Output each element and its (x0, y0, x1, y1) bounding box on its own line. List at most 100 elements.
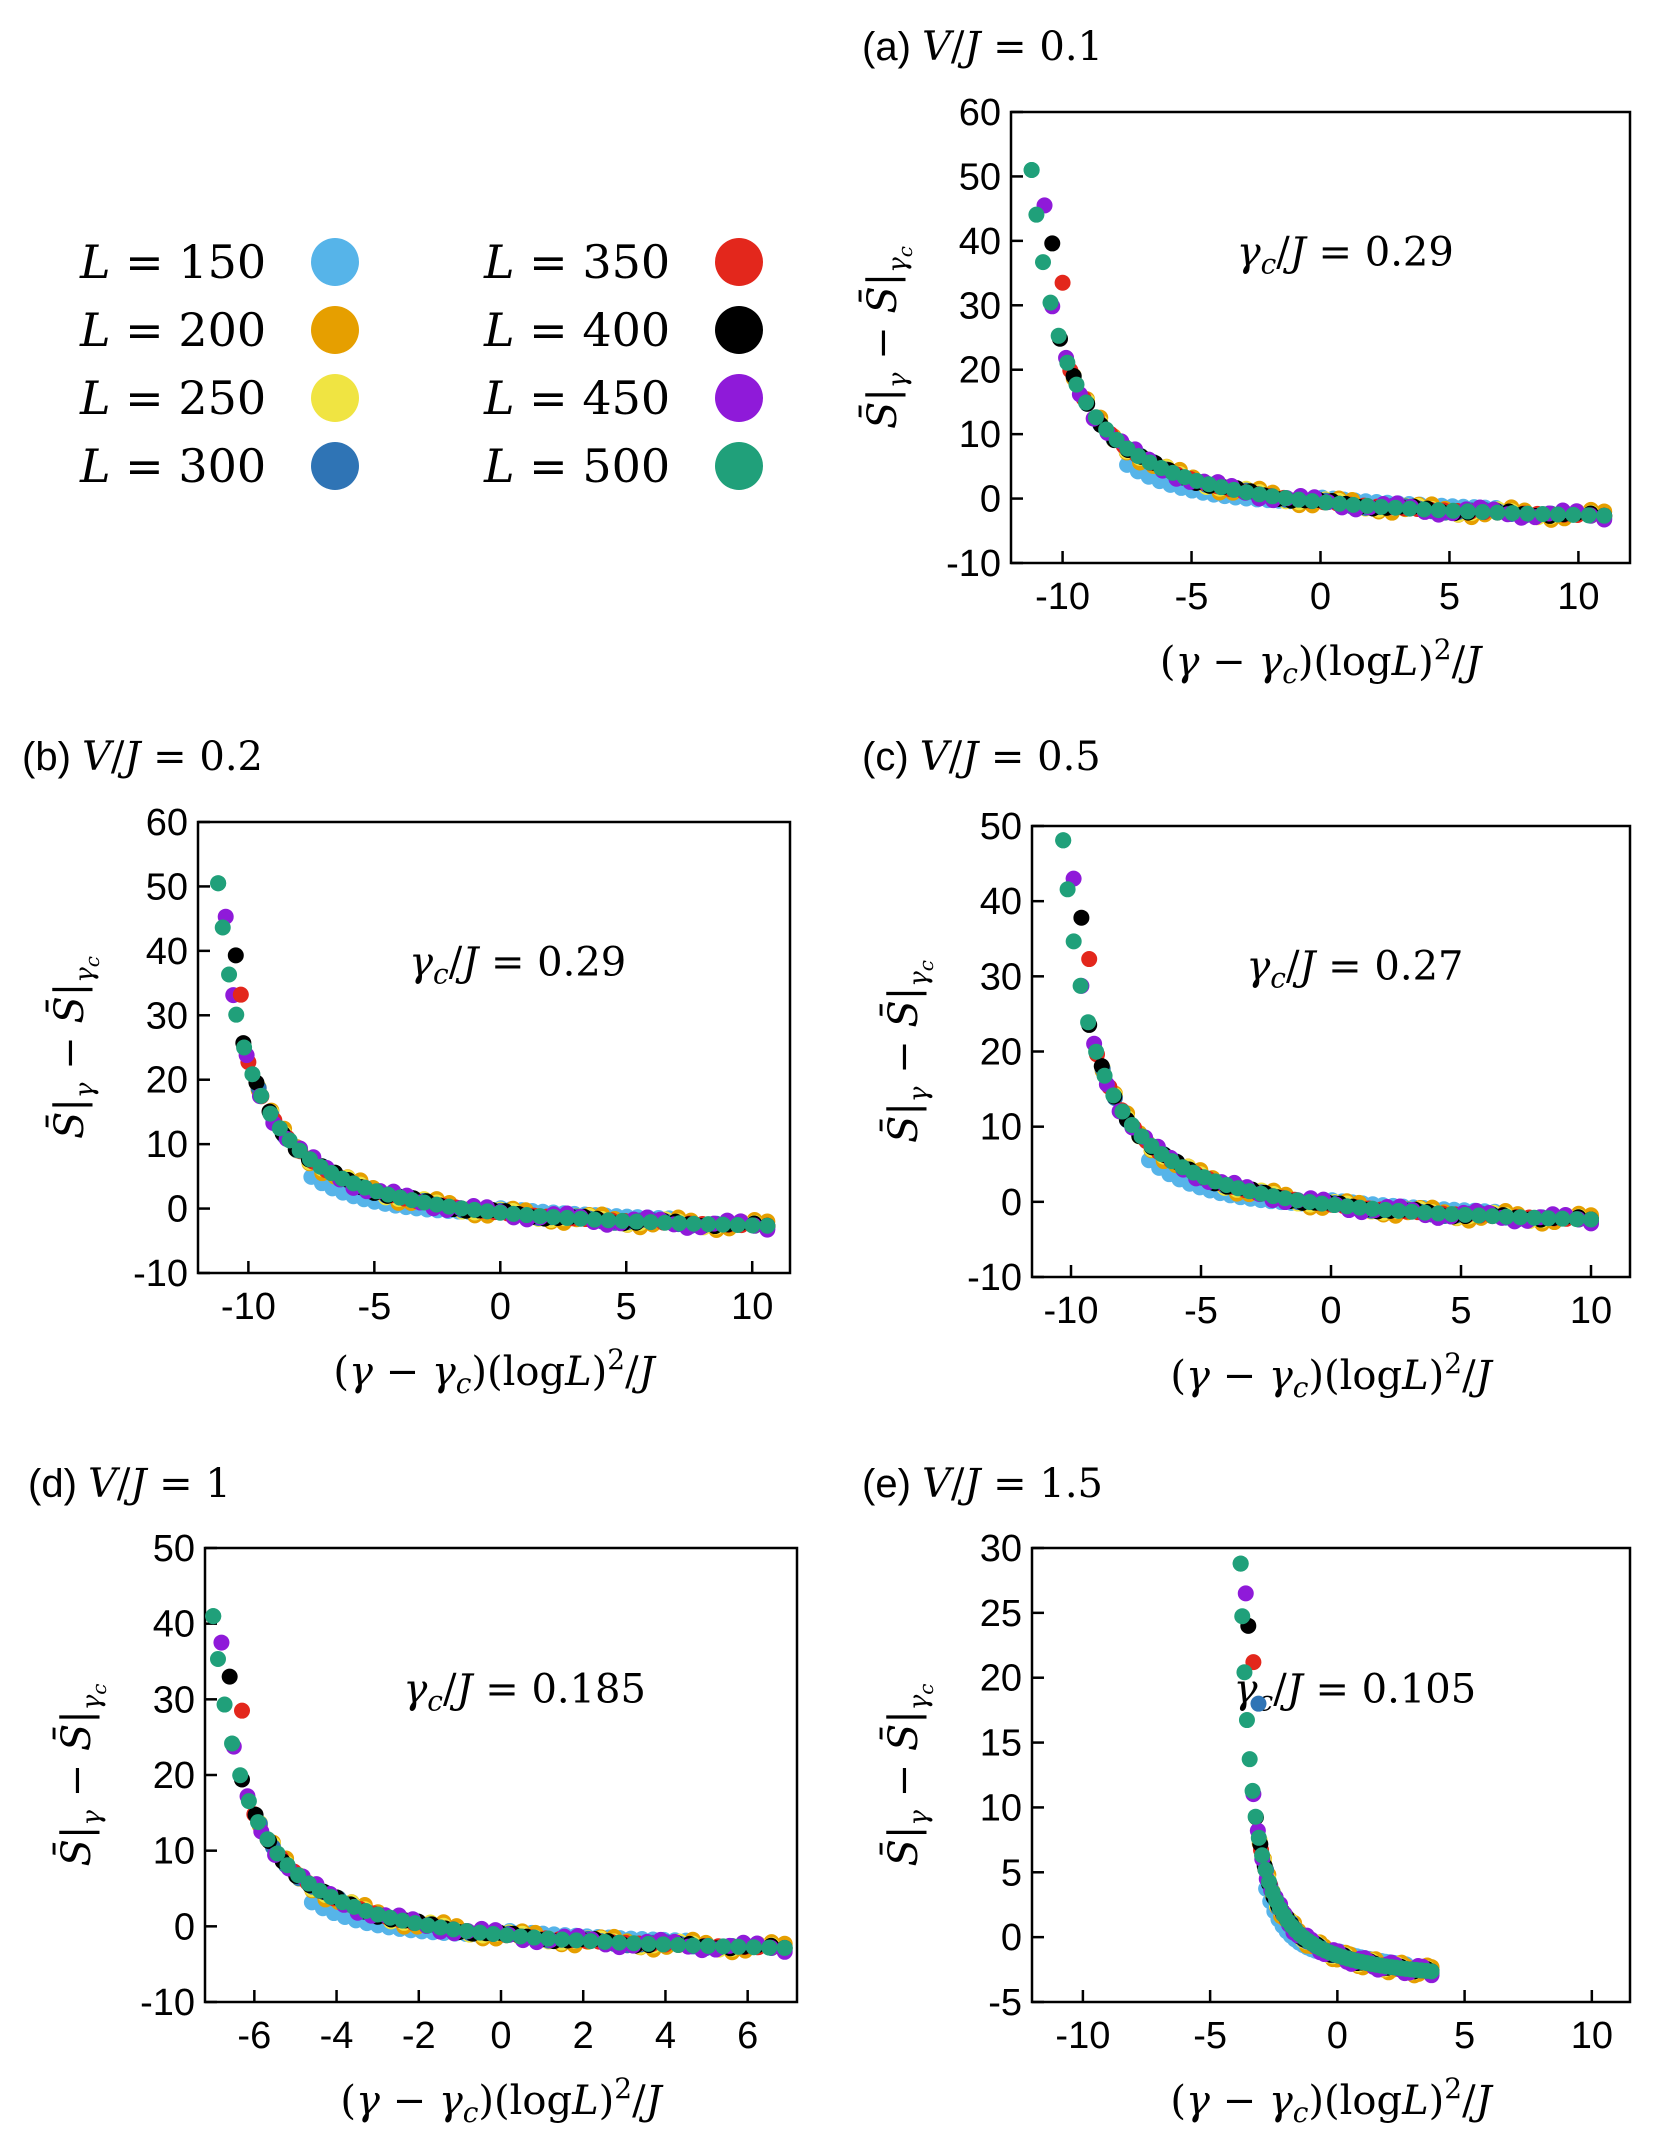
point-L500 (640, 1935, 657, 1952)
critical-value-annotation: γc/J = 0.29 (1237, 229, 1454, 280)
y-tick-label: 20 (980, 1032, 1022, 1074)
point-L500 (518, 1207, 535, 1224)
point-L500 (271, 1120, 288, 1137)
point-L500 (210, 875, 227, 892)
point-L500 (1265, 1188, 1282, 1205)
point-L500 (1238, 1712, 1255, 1729)
y-tick-label: 0 (1001, 1917, 1022, 1959)
point-L500 (205, 1608, 222, 1625)
y-tick-label: 60 (146, 802, 188, 844)
x-tick-label: -5 (357, 1286, 391, 1328)
y-axis-label: S̄|γ − S̄|γc (880, 1683, 938, 1866)
y-axis-label: S̄|γ − S̄|γc (859, 246, 917, 429)
x-tick-label: 0 (490, 2015, 511, 2057)
point-L500 (1123, 1117, 1140, 1134)
point-L500 (761, 1939, 778, 1956)
point-L500 (625, 1935, 642, 1952)
plot-frame (1030, 1546, 1632, 2004)
y-axis-label: S̄|γ − S̄|γc (880, 960, 938, 1143)
legend-marker (311, 442, 359, 490)
point-L500 (1068, 376, 1085, 393)
point-L500 (540, 1930, 557, 1947)
panel-c: -10 -5 0 5 10 -10 0 10 20 30 40 50 (c) V/J = 0.5 γc/J… (862, 734, 1632, 1404)
point-L500 (1445, 502, 1462, 519)
point-L450 (1237, 1585, 1254, 1602)
point-L500 (1403, 1203, 1420, 1220)
point-L500 (1387, 499, 1404, 516)
y-tick-label: 40 (153, 1604, 195, 1646)
x-tick-label: -10 (1044, 1290, 1099, 1332)
point-L400 (227, 947, 244, 964)
point-L500 (685, 1937, 702, 1954)
y-tick-label: 30 (959, 285, 1001, 327)
point-L500 (1028, 206, 1045, 223)
point-L500 (1519, 505, 1536, 522)
legend-marker (311, 374, 359, 422)
point-L500 (596, 1933, 613, 1950)
point-L500 (1236, 1664, 1253, 1681)
point-L500 (1304, 493, 1321, 510)
x-tick-label: 10 (1570, 1290, 1612, 1332)
x-tick-label: -10 (1035, 576, 1090, 618)
point-L500 (391, 1189, 408, 1206)
point-L500 (419, 1917, 436, 1934)
point-L500 (586, 1211, 603, 1228)
point-L500 (1241, 1751, 1258, 1768)
y-tick-label: 10 (146, 1124, 188, 1166)
point-L500 (671, 1215, 688, 1232)
legend-label: L = 200 (79, 303, 266, 357)
y-tick-label: 25 (980, 1593, 1022, 1635)
critical-value-annotation: γc/J = 0.27 (1246, 943, 1463, 994)
point-L500 (572, 1210, 589, 1227)
point-L500 (290, 1867, 307, 1884)
point-L500 (262, 1105, 279, 1122)
point-L500 (209, 1650, 226, 1667)
x-tick-label: -5 (1193, 2015, 1227, 2057)
point-L500 (1108, 431, 1125, 448)
point-L500 (1078, 394, 1095, 411)
legend-entry: L = 500 (483, 439, 763, 493)
legend-entry: L = 450 (483, 371, 763, 425)
point-L500 (1430, 1205, 1447, 1222)
x-axis-label: (γ − γc)(logL)2/J (1170, 1347, 1493, 1404)
y-tick-label: -10 (140, 1982, 195, 2024)
point-L500 (545, 1209, 562, 1226)
x-tick-label: 10 (731, 1286, 773, 1328)
point-L500 (1176, 469, 1193, 486)
x-tick-label: 10 (1557, 576, 1599, 618)
point-L500 (1459, 503, 1476, 520)
point-L500 (1498, 1208, 1515, 1225)
legend-marker (715, 374, 763, 422)
y-tick-label: 20 (146, 1060, 188, 1102)
point-L500 (453, 1200, 470, 1217)
point-L500 (1232, 1555, 1249, 1572)
legend-entry: L = 350 (483, 235, 763, 289)
panel-b: -10 -5 0 5 10 -10 0 10 20 30 40 50 60 (b) V/J = 0.2 γc… (22, 734, 792, 1400)
point-L350 (234, 1702, 250, 1719)
x-axis-label: (γ − γc)(logL)2/J (1160, 633, 1483, 690)
point-L500 (441, 1198, 458, 1215)
point-L500 (1225, 481, 1242, 498)
y-tick-label: 20 (980, 1658, 1022, 1700)
point-L500 (1534, 506, 1551, 523)
point-L500 (394, 1912, 411, 1929)
point-L500 (1443, 1206, 1460, 1223)
panel-e: -10 -5 0 5 10 -5 0 5 10 15 20 25 30 (e) V/J = 1.5 γc/J… (862, 1461, 1632, 2129)
legend-entry: L = 250 (79, 371, 359, 425)
point-L500 (269, 1845, 286, 1862)
x-axis-label: (γ − γc)(logL)2/J (333, 1343, 656, 1400)
y-tick-label: 5 (1001, 1852, 1022, 1894)
point-L500 (1301, 1193, 1318, 1210)
x-tick-label: -4 (320, 2015, 354, 2057)
x-tick-label: 5 (1439, 576, 1460, 618)
point-L350 (232, 986, 249, 1003)
point-L500 (1331, 495, 1348, 512)
point-L500 (498, 1927, 515, 1944)
point-L500 (642, 1214, 659, 1231)
point-L500 (744, 1217, 761, 1234)
legend-entry: L = 150 (79, 235, 359, 289)
point-L500 (1277, 1190, 1294, 1207)
y-tick-label: 40 (959, 221, 1001, 263)
point-L500 (614, 1212, 631, 1229)
legend-label: L = 300 (79, 439, 266, 493)
